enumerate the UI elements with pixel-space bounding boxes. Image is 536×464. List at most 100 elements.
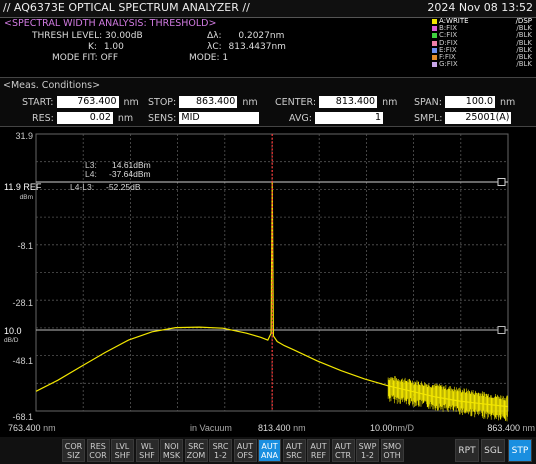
trace-legend-item[interactable]: F:FIX/BLK (430, 52, 534, 61)
trace-legend-item[interactable]: A:WRITE/DSP (430, 17, 534, 25)
trace-color-swatch (432, 40, 437, 46)
center-field[interactable]: CENTER: 813.400 nm (275, 96, 397, 108)
date-time: 2024 Nov 08 13:52 (427, 1, 533, 14)
softkey-line1: AUT (334, 442, 352, 451)
trace-label: E:FIX (439, 45, 457, 54)
x-left-label: 763.400 nm (8, 423, 56, 433)
softkey-smo-oth[interactable]: SMO OTH (380, 439, 404, 462)
softkey-line1: AUT (285, 442, 303, 451)
softkey-line1: NOI (164, 442, 179, 451)
softkey-line2: 1-2 (213, 451, 228, 460)
trace-color-swatch (432, 54, 437, 60)
spectrum-plot-area[interactable]: 31.9 11.9 REF dBm -8.1 -28.1 10.0 dB/D -… (0, 128, 536, 434)
softkey-wl-shf[interactable]: WL SHF (135, 439, 159, 462)
res-label: RES: (32, 112, 54, 124)
softkey-line1: SRC (212, 442, 229, 451)
trace-color-swatch (432, 26, 437, 32)
k-row: K: 1.00 (88, 42, 124, 52)
analysis-panel: <SPECTRAL WIDTH ANALYSIS: THRESHOLD> THR… (2, 18, 422, 76)
modefit-value: OFF (100, 53, 119, 63)
trace-status: /BLK (516, 38, 532, 47)
trace-color-swatch (432, 62, 437, 68)
sgl-button[interactable]: SGL (481, 439, 505, 462)
dlambda-row: Δλ: 0.2027nm (207, 31, 284, 41)
trace-status: /BLK (516, 60, 532, 69)
thresh-label: THRESH LEVEL: (32, 31, 103, 41)
softkey-aut-ctr[interactable]: AUT CTR (331, 439, 355, 462)
spectrum-chart[interactable]: 31.9 11.9 REF dBm -8.1 -28.1 10.0 dB/D -… (0, 128, 536, 434)
start-value[interactable]: 763.400 (56, 96, 119, 108)
start-unit: nm (123, 96, 139, 108)
softkey-swp-1-2[interactable]: SWP 1-2 (356, 439, 379, 462)
mode-value: 1 (222, 53, 229, 63)
smpl-value[interactable]: 25001(A) (445, 112, 512, 124)
meas-heading: <Meas. Conditions> (3, 80, 101, 91)
marker-l3-label: L3: (85, 160, 97, 170)
mode-label: MODE: (189, 53, 220, 63)
trace-label: F:FIX (439, 52, 456, 61)
avg-label: AVG: (289, 112, 312, 124)
y-tick-2: -28.1 (12, 298, 33, 308)
trace-legend-item[interactable]: B:FIX/BLK (430, 24, 534, 32)
span-field[interactable]: SPAN: 100.0 nm (414, 96, 515, 108)
softkey-line2: COR (89, 451, 107, 460)
db-scale-label: 10.0 (4, 326, 22, 336)
res-field[interactable]: RES: 0.02 nm (32, 112, 133, 124)
stp-button[interactable]: STP (508, 439, 532, 462)
dlambda-label: Δλ: (207, 31, 222, 41)
res-unit: nm (117, 112, 134, 124)
db-unit-label: dB/D (4, 337, 19, 344)
avg-value[interactable]: 1 (314, 112, 383, 124)
softkey-res-cor[interactable]: RES COR (86, 439, 110, 462)
sens-value[interactable]: MID (179, 112, 260, 124)
center-value[interactable]: 813.400 (319, 96, 378, 108)
trace-status: /BLK (516, 45, 532, 54)
softkey-aut-src[interactable]: AUT SRC (282, 439, 306, 462)
sens-field[interactable]: SENS: MID (148, 112, 260, 124)
trace-label: D:FIX (439, 38, 458, 47)
start-field[interactable]: START: 763.400 nm (22, 96, 139, 108)
marker-l3-value: 14.61dBm (112, 160, 151, 170)
x-vacuum-label: in Vacuum (190, 423, 232, 433)
marker-l4-value: -37.64dBm (109, 169, 151, 179)
rpt-button[interactable]: RPT (455, 439, 479, 462)
y-tick-1: -8.1 (17, 241, 33, 251)
softkey-aut-ref[interactable]: AUT REF (307, 439, 330, 462)
softkey-line2: OTH (383, 451, 401, 460)
softkey-cor-siz[interactable]: COR SIZ (62, 439, 85, 462)
softkey-line1: COR (64, 442, 83, 451)
stop-field[interactable]: STOP: 863.400 nm (148, 96, 258, 108)
trace-color-swatch (432, 33, 437, 39)
softkey-line1: SRC (188, 442, 204, 451)
ref-level-handle[interactable] (497, 178, 506, 186)
scale-handle[interactable] (497, 326, 506, 334)
span-label: SPAN: (414, 96, 442, 108)
softkey-line2: 1-2 (360, 451, 375, 460)
thresh-row: THRESH LEVEL: 30.00dB (32, 31, 143, 41)
softkey-noi-msk[interactable]: NOI MSK (160, 439, 183, 462)
stop-value[interactable]: 863.400 (179, 96, 238, 108)
softkey-aut-ana[interactable]: AUT ANA (258, 439, 281, 462)
trace-legend-item[interactable]: C:FIX/BLK (430, 32, 534, 39)
softkey-bar: RPT SGL STP COR SIZ RES COR LVL SHF WL SHF NOI MS… (0, 437, 536, 464)
meas-conditions-panel: <Meas. Conditions> START: 763.400 nm STO… (0, 77, 536, 127)
stop-label: STOP: (148, 96, 177, 108)
trace-color-swatch (432, 19, 437, 24)
trace-legend: A:WRITE/DSP B:FIX/BLK C:FIX/BLK D:FIX/BLK E:… (430, 17, 534, 76)
trace-legend-item[interactable]: G:FIX/BLK (430, 60, 534, 69)
softkey-line1: AUT (310, 442, 327, 451)
res-value[interactable]: 0.02 (56, 112, 113, 124)
avg-field[interactable]: AVG: 1 (289, 112, 383, 124)
marker-l4-label: L4: (85, 169, 97, 179)
softkey-lvl-shf[interactable]: LVL SHF (111, 439, 134, 462)
softkey-line2: MSK (162, 451, 181, 460)
k-value: 1.00 (103, 42, 124, 52)
softkey-src-zom[interactable]: SRC ZOM (184, 439, 208, 462)
x-scale-label: 10.00nm/D (370, 423, 415, 433)
smpl-field[interactable]: SMPL: 25001(A) (414, 112, 512, 124)
trace-legend-item[interactable]: E:FIX/BLK (430, 45, 534, 54)
softkey-aut-ofs[interactable]: AUT OFS (233, 439, 257, 462)
softkey-src-1-2[interactable]: SRC 1-2 (209, 439, 232, 462)
trace-legend-item[interactable]: D:FIX/BLK (430, 38, 534, 47)
span-value[interactable]: 100.0 (445, 96, 495, 108)
